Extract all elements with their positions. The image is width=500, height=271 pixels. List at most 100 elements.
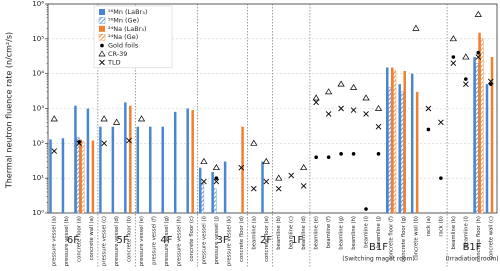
- x-tick-label: concrete wall (c): [488, 216, 494, 260]
- bar: [49, 139, 52, 213]
- gold-point: [364, 207, 368, 211]
- triangle-point: [412, 24, 420, 31]
- triangle-point: [312, 94, 320, 101]
- x-point: [487, 78, 494, 85]
- triangle-point: [262, 157, 270, 164]
- triangle-point: [212, 164, 220, 171]
- bar: [111, 126, 115, 213]
- legend-swatch: [98, 50, 106, 57]
- x-tick-label: pressure vessel (e): [139, 216, 145, 266]
- x-point: [300, 183, 307, 189]
- bar: [136, 126, 140, 213]
- x-tick-label: concrete floor (g): [401, 216, 407, 262]
- legend-box: [93, 5, 173, 69]
- x-point: [101, 140, 107, 147]
- y-tick-label: 10⁶: [32, 0, 44, 8]
- x-point: [201, 178, 207, 185]
- x-tick-label: concrete wall (a): [89, 216, 95, 260]
- x-tick-label: beamline (b): [276, 216, 282, 250]
- bar: [241, 126, 244, 213]
- group-label: 3F: [217, 235, 229, 246]
- x-point: [76, 140, 82, 147]
- x-point: [51, 148, 58, 154]
- triangle-point: [349, 83, 358, 90]
- bar: [410, 73, 414, 214]
- bar: [173, 111, 177, 213]
- bar: [129, 105, 132, 213]
- x-point: [250, 185, 257, 192]
- bar: [61, 138, 65, 213]
- bar: [213, 188, 217, 214]
- x-tick-label: beamline (a): [251, 216, 257, 250]
- x-point: [338, 105, 344, 112]
- bar: [149, 126, 152, 213]
- legend-swatch: [98, 17, 106, 24]
- bar: [390, 67, 394, 213]
- bar: [261, 161, 264, 213]
- bar: [415, 91, 419, 213]
- bar: [388, 87, 392, 214]
- triangle-point: [100, 115, 108, 122]
- legend-swatch: [99, 25, 105, 32]
- bar: [211, 172, 214, 213]
- group-label: 6F: [67, 235, 79, 246]
- gold-point: [351, 152, 356, 156]
- x-point: [450, 60, 457, 66]
- x-tick-label: concrete floor (d): [239, 216, 245, 262]
- triangle-point: [137, 115, 146, 122]
- gold-point: [376, 152, 381, 156]
- x-tick-label: concrete wall (b): [413, 216, 419, 260]
- x-tick-label: concrete floor (e): [264, 216, 270, 262]
- group-label: 1F: [291, 235, 303, 246]
- bar: [393, 70, 397, 214]
- triangle-point: [325, 88, 333, 95]
- x-point: [350, 107, 357, 113]
- triangle-point: [50, 115, 58, 122]
- gold-point: [451, 55, 456, 59]
- group-label: 4F: [160, 235, 172, 246]
- x-point: [375, 123, 382, 130]
- legend-label: CR-39: [108, 50, 127, 58]
- triangle-point: [200, 157, 208, 164]
- y-tick-label: 10³: [32, 105, 44, 113]
- legend-label: ²⁴Na (Ge): [108, 33, 138, 41]
- group-label: 2F: [260, 235, 272, 246]
- legend-label: Gold foils: [108, 42, 139, 50]
- triangle-point: [275, 174, 283, 181]
- x-tick-label: pressure vessel (c): [102, 216, 108, 266]
- x-tick-label: pressure vessel (j): [214, 216, 220, 265]
- x-tick-label: concrete floor (h): [476, 216, 482, 262]
- gold-point: [488, 82, 493, 86]
- bar: [191, 110, 194, 213]
- legend-label: ²⁴Na (LaBr₃): [108, 25, 147, 33]
- bar: [99, 126, 102, 213]
- x-tick-label: rack (b): [438, 216, 444, 237]
- x-point: [438, 119, 444, 126]
- bar: [485, 84, 489, 213]
- group-label: 5F: [117, 235, 129, 246]
- x-tick-label: pressure vessel (h): [176, 216, 182, 266]
- bar: [161, 126, 164, 213]
- gold-point: [426, 127, 431, 132]
- bar: [79, 139, 82, 213]
- gold-point: [439, 176, 443, 180]
- y-tick-label: 10⁰: [32, 209, 44, 217]
- x-point: [363, 111, 369, 117]
- bar: [398, 84, 401, 213]
- bar: [91, 140, 95, 213]
- x-point: [263, 178, 270, 185]
- x-tick-label: pressure vessel (a): [52, 216, 58, 266]
- bar: [400, 91, 404, 214]
- bar: [480, 38, 484, 214]
- y-tick-label: 10⁵: [32, 35, 44, 43]
- triangle-point: [474, 10, 482, 17]
- x-point: [475, 54, 482, 60]
- x-tick-label: pressure vessel (i): [201, 216, 207, 265]
- x-point: [425, 105, 432, 112]
- legend-swatch: [99, 9, 105, 15]
- legend-label: ⁵⁶Mn (LaBr₃): [108, 8, 147, 16]
- triangle-point: [300, 164, 308, 171]
- y-tick-label: 10⁴: [32, 70, 44, 78]
- legend-label: TLD: [107, 58, 121, 66]
